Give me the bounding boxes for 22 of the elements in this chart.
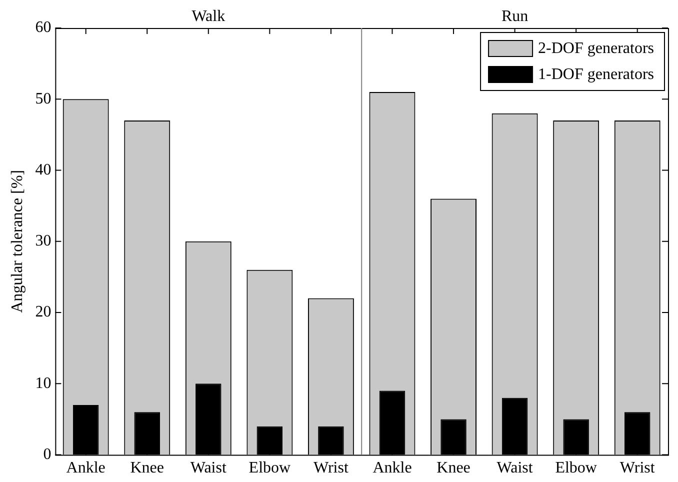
x-tick-label: Elbow <box>555 460 598 477</box>
x-tick-label: Waist <box>496 460 534 477</box>
x-tick-label: Knee <box>436 460 470 477</box>
y-tick-label: 20 <box>35 304 52 321</box>
x-tick-label: Waist <box>190 460 227 477</box>
y-tick-label: 0 <box>43 446 52 464</box>
legend-label: 1-DOF generators <box>538 66 654 84</box>
y-tick-label: 30 <box>35 232 52 250</box>
y-axis-title: Angular tolerance [%] <box>8 170 26 313</box>
y-tick-label: 60 <box>35 19 52 36</box>
text: Walk <box>192 8 226 26</box>
x-tick-label: Elbow <box>248 460 292 477</box>
x-tick-label: Knee <box>130 460 164 477</box>
x-tick-label: Ankle <box>372 460 412 477</box>
y-tick-label: 40 <box>35 161 52 178</box>
y-tick-label: 10 <box>35 374 52 392</box>
text: Run <box>501 8 528 26</box>
x-tick-label: Wrist <box>620 460 656 477</box>
y-tick-label: 50 <box>35 90 52 108</box>
x-tick-label: Wrist <box>314 460 349 477</box>
legend-label: 2-DOF generators <box>538 40 654 58</box>
x-tick-label: Ankle <box>66 460 106 477</box>
